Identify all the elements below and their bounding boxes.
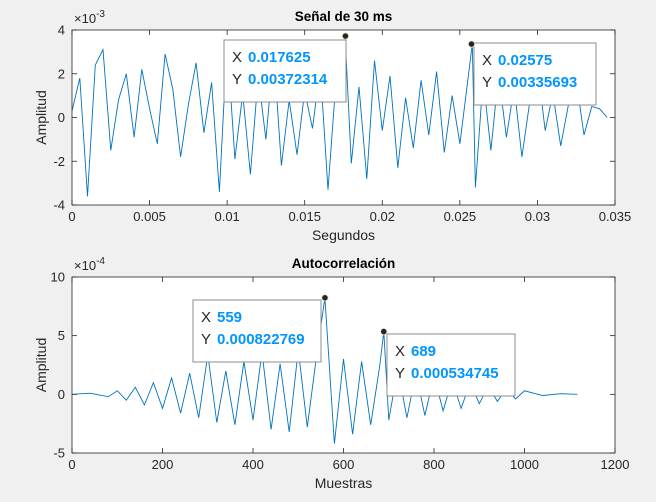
- x-tick-label: 0.03: [525, 209, 550, 224]
- axis-exponent: ×10-3: [74, 9, 105, 26]
- datatip-y-label: Y: [232, 71, 242, 88]
- x-tick-label: 0.01: [214, 209, 239, 224]
- plot-area: [72, 277, 615, 453]
- x-axis-label: Segundos: [312, 227, 375, 243]
- y-tick-label: 5: [58, 328, 65, 343]
- x-tick-label: 1200: [601, 457, 630, 472]
- y-tick-label: 4: [58, 23, 65, 38]
- chart-1: 0 0.005 0.01 0.015 0.02 0.025 0.03 0.035 -4 -2 0 2 4…: [33, 9, 631, 243]
- datatip-y-value: 0.00372314: [248, 71, 328, 88]
- datatip-x-value: 0.02575: [498, 52, 552, 69]
- x-tick-label: 1000: [510, 457, 539, 472]
- datatip[interactable]: X 0.02575 Y 0.00335693: [467, 40, 597, 106]
- x-tick-label: 0: [68, 209, 75, 224]
- y-tick-label: 2: [58, 66, 65, 81]
- datatip-marker[interactable]: [341, 32, 350, 40]
- datatip-y-label: Y: [201, 331, 211, 348]
- datatip-y-value: 0.000534745: [411, 365, 499, 382]
- chart-title: Autocorrelación: [292, 256, 396, 271]
- x-tick-label: 0.015: [288, 209, 321, 224]
- y-tick-label: -2: [53, 154, 65, 169]
- datatip[interactable]: X 689 Y 0.000534745: [380, 327, 516, 397]
- datatip-y-label: Y: [395, 365, 405, 382]
- x-tick-label: 0: [68, 457, 75, 472]
- datatip[interactable]: X 559 Y 0.000822769: [192, 294, 329, 363]
- datatip-box: [473, 42, 597, 106]
- y-tick-label: 0: [58, 387, 65, 402]
- y-tick-label: -4: [53, 198, 65, 213]
- x-tick-label: 600: [333, 457, 355, 472]
- datatip-x-value: 559: [217, 309, 242, 326]
- datatip-box: [386, 333, 516, 397]
- x-tick-label: 0.02: [370, 209, 395, 224]
- datatip-x-value: 689: [411, 343, 436, 360]
- datatip-y-value: 0.00335693: [498, 74, 577, 91]
- x-axis-label: Muestras: [315, 475, 373, 491]
- datatip-x-label: X: [201, 309, 211, 326]
- x-tick-label: 0.005: [133, 209, 166, 224]
- y-tick-label: -5: [53, 446, 65, 461]
- y-axis-label: Amplitud: [33, 338, 49, 392]
- x-tick-label: 800: [423, 457, 445, 472]
- datatip-x-label: X: [232, 49, 242, 66]
- datatip-x-label: X: [482, 52, 492, 69]
- datatip-box: [192, 299, 322, 363]
- x-tick-label: 400: [242, 457, 264, 472]
- datatip-box: [223, 39, 347, 103]
- datatip-marker[interactable]: [467, 40, 476, 48]
- x-tick-label: 200: [152, 457, 174, 472]
- datatip-marker[interactable]: [380, 327, 388, 336]
- datatip-marker[interactable]: [321, 294, 329, 302]
- x-tick-label: 0.035: [599, 209, 632, 224]
- axis-exponent: ×10-4: [74, 256, 105, 273]
- y-tick-label: 0: [58, 110, 65, 125]
- datatip[interactable]: X 0.017625 Y 0.00372314: [223, 32, 350, 103]
- datatip-x-label: X: [395, 343, 405, 360]
- datatip-y-label: Y: [482, 74, 492, 91]
- y-tick-label: 10: [51, 270, 65, 285]
- chart-title: Señal de 30 ms: [295, 9, 393, 24]
- y-axis-label: Amplitud: [33, 90, 49, 144]
- datatip-x-value: 0.017625: [248, 49, 311, 66]
- x-tick-label: 0.025: [444, 209, 477, 224]
- datatip-y-value: 0.000822769: [217, 331, 305, 348]
